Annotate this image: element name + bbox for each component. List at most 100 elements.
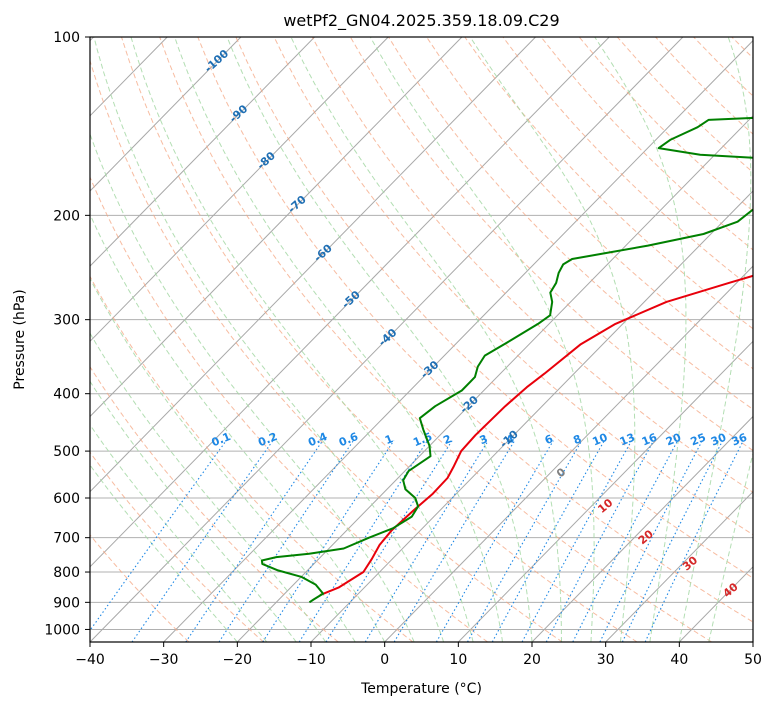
isotherm-line [531,415,753,642]
mixing-ratio-label: 8 [571,432,583,447]
mixing-ratio-label: 3 [478,432,490,447]
mixing-ratio-line [521,440,633,642]
dry-adiabat-line [197,37,753,623]
axis-ticks: −40 −30 −20 −10 0 10 20 30 40 5010020030040050060… [44,30,762,668]
x-tick-label: 30 [597,652,615,668]
mixing-ratio-label: 16 [640,431,659,449]
dry-adiabat-line [121,37,638,642]
mixing-ratio-label: 10 [590,431,609,449]
mixing-ratio-label: 2 [441,432,453,447]
isotherm-line [605,490,753,642]
isotherm-line [90,37,242,192]
dry-adiabat-line [770,37,775,642]
mixing-ratio-label: 30 [709,431,728,449]
mixing-ratio-line [572,440,679,642]
x-tick-label: 0 [380,652,389,668]
isotherm-line [90,37,463,418]
x-tick-label: 50 [744,652,762,668]
moist-adiabat-line [290,37,562,642]
chart-title: wetPf2_GN04.2025.359.18.09.C29 [283,11,559,31]
isotherm-line [90,37,610,568]
moist-adiabat-line [678,37,752,642]
moist-adiabat-line [594,37,687,642]
dry-adiabat-line [349,37,753,452]
x-tick-label: −30 [149,652,179,668]
dry-adiabat-line [693,37,753,97]
isotherm-line [384,265,753,642]
isotherm-line [90,37,315,267]
dewpoint-profile-line [260,116,753,604]
mixing-ratio-line [262,440,395,642]
moist-adiabat-line [174,37,503,642]
moist-adiabat-line [90,423,268,642]
mixing-ratio-line [131,440,274,642]
mixing-ratio-line [185,440,324,642]
moist-adiabat-line [90,332,327,642]
mixing-ratio-line [435,440,554,642]
mixing-ratio-line [393,440,516,642]
mixing-ratio-label: 25 [689,431,708,449]
isotherm-line [90,37,684,642]
x-axis-label: Temperature (°C) [360,681,482,697]
dry-adiabat-line [235,37,753,579]
y-tick-label: 200 [53,208,80,224]
moist-adiabat-line [90,380,297,642]
isotherm-line [310,190,753,642]
moist-adiabat-line [90,464,238,642]
mixing-ratio-label: 0.6 [337,430,360,449]
dry-adiabat-line [464,37,753,330]
dry-adiabat-line [90,175,488,642]
moist-adiabat-line [93,37,445,642]
y-tick-label: 600 [53,491,80,507]
y-tick-label: 900 [53,595,80,611]
dry-adiabat-line [90,275,414,642]
temperature-profile-line [319,274,753,597]
y-axis-label: Pressure (hPa) [12,289,28,389]
dry-adiabat-line [90,534,190,642]
x-tick-label: −20 [223,652,253,668]
mixing-ratio-line [467,440,583,642]
x-tick-label: 20 [523,652,541,668]
dry-adiabat-line [90,451,264,642]
y-tick-label: 700 [53,531,80,547]
moist-adiabat-line [708,451,753,642]
dry-adiabat-line [273,37,753,536]
y-tick-label: 1000 [44,622,80,638]
mixing-ratio-label: 13 [618,431,637,449]
isotherm-line [752,641,753,642]
isotherm-line [90,37,389,343]
x-tick-label: 10 [449,652,467,668]
mixing-ratio-label: 6 [543,432,555,447]
y-tick-label: 500 [53,444,80,460]
moist-adiabat-line [130,37,474,642]
mixing-ratio-label: 0.2 [256,430,279,449]
mixing-ratio-line [298,440,428,642]
y-tick-label: 300 [53,313,80,329]
mixing-ratio-label: 1 [383,432,395,447]
y-tick-label: 100 [53,30,80,46]
dry-adiabat-line [90,58,563,642]
mixing-ratio-line [644,440,744,642]
dry-adiabat-line [502,37,753,290]
moist-adiabat-line [226,37,533,642]
dry-adiabat-line [159,37,712,642]
moist-adiabat-label: 30 [680,553,700,573]
mixing-ratio-line [218,440,354,642]
mixing-ratio-label: 20 [664,431,683,449]
mixing-ratio-line [325,440,453,642]
mixing-ratio-line [491,440,605,642]
isotherm-line [163,39,753,642]
background-lines [90,37,775,642]
dry-adiabat-line [388,37,753,410]
plot-frame [89,36,754,643]
isotherm-line [90,37,536,493]
moist-adiabat-line [369,37,595,642]
dry-adiabat-line [311,37,753,493]
moist-adiabat-line [90,277,356,642]
x-tick-label: −40 [75,652,105,668]
moist-adiabat-line [90,132,415,642]
y-tick-label: 400 [53,387,80,403]
mixing-ratio-line [90,440,227,632]
moist-adiabat-line [90,213,386,642]
